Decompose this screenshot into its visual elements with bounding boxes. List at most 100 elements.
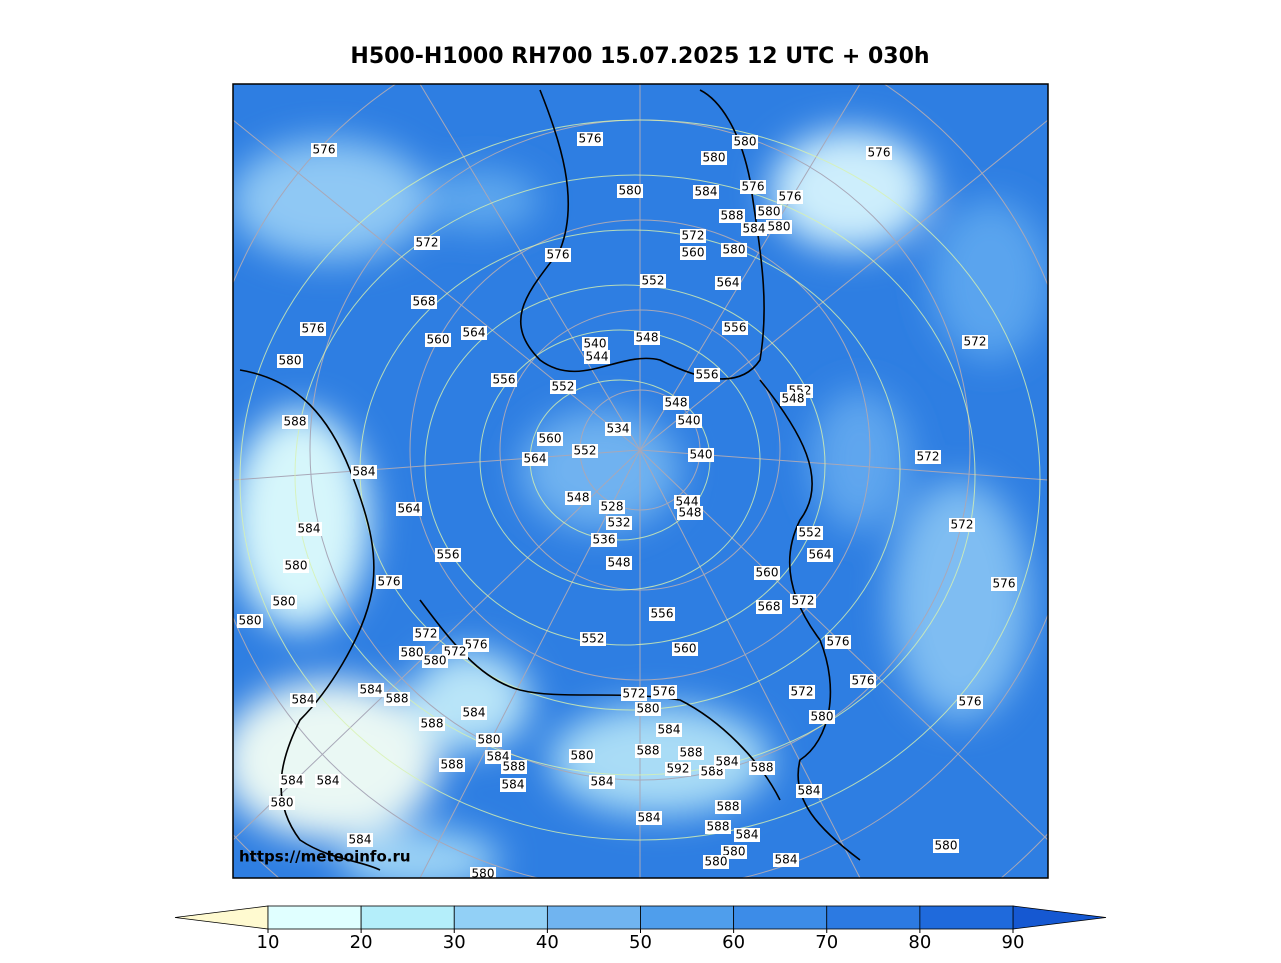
contour-label: 580 bbox=[768, 220, 791, 234]
contour-label: 584 bbox=[463, 706, 486, 720]
contour-label-box bbox=[722, 321, 748, 335]
contour-label: 580 bbox=[703, 151, 726, 165]
colorbar-tick-label: 30 bbox=[443, 932, 466, 953]
contour-label: 580 bbox=[571, 749, 594, 763]
contour-label-box bbox=[501, 760, 527, 774]
colorbar: 10 20 30 40 50 60 70 80 90 bbox=[174, 905, 1107, 953]
contour-label-box bbox=[809, 710, 835, 724]
contour-label-box bbox=[807, 548, 833, 562]
contour-label: 572 bbox=[792, 594, 815, 608]
colorbar-box bbox=[919, 905, 1014, 930]
contour-label: 576 bbox=[868, 146, 891, 160]
contour-label: 580 bbox=[239, 614, 262, 628]
contour-label-box bbox=[617, 184, 643, 198]
contour-label: 552 bbox=[642, 274, 665, 288]
contour-label-box bbox=[790, 594, 816, 608]
contour-label: 584 bbox=[281, 774, 304, 788]
contour-label-box bbox=[414, 236, 440, 250]
contour-label-box bbox=[721, 243, 747, 257]
contour-label: 584 bbox=[349, 833, 372, 847]
contour-label-box bbox=[271, 595, 297, 609]
contour-label-box bbox=[780, 392, 806, 406]
contour-label-box bbox=[754, 566, 780, 580]
colorbar-box bbox=[640, 905, 735, 930]
contour-label: 576 bbox=[959, 695, 982, 709]
contour-label: 572 bbox=[917, 450, 940, 464]
contour-label-box bbox=[425, 333, 451, 347]
contour-label: 580 bbox=[279, 354, 302, 368]
contour-label-box bbox=[413, 627, 439, 641]
contour-label: 588 bbox=[503, 760, 526, 774]
contour-label-box bbox=[714, 755, 740, 769]
colorbar-tick-label: 80 bbox=[908, 932, 931, 953]
contour-label-box bbox=[773, 853, 799, 867]
contour-label-box bbox=[789, 685, 815, 699]
contour-label-box bbox=[399, 646, 425, 660]
contour-label-box bbox=[461, 326, 487, 340]
contour-label: 556 bbox=[651, 607, 674, 621]
contour-label: 580 bbox=[637, 702, 660, 716]
contour-label-box bbox=[419, 717, 445, 731]
contour-label: 584 bbox=[292, 693, 315, 707]
contour-label-box bbox=[279, 774, 305, 788]
contour-label: 576 bbox=[465, 638, 488, 652]
contour-label-box bbox=[665, 762, 691, 776]
contour-label: 548 bbox=[567, 491, 590, 505]
contour-label: 544 bbox=[676, 495, 699, 509]
contour-label-box bbox=[825, 635, 851, 649]
contour-label: 580 bbox=[723, 243, 746, 257]
contour-label-box bbox=[634, 331, 660, 345]
contour-label: 548 bbox=[636, 331, 659, 345]
contour-label-box bbox=[957, 695, 983, 709]
contour-label-box bbox=[756, 205, 782, 219]
contour-label: 540 bbox=[678, 414, 701, 428]
contour-label: 584 bbox=[638, 811, 661, 825]
colorbar-tick-label: 90 bbox=[1002, 932, 1025, 953]
map-title: H500-H1000 RH700 15.07.2025 12 UTC + 030… bbox=[350, 44, 929, 69]
contour-label: 536 bbox=[593, 533, 616, 547]
colorbar-tick-label: 50 bbox=[629, 932, 652, 953]
contour-label-box bbox=[693, 185, 719, 199]
contour-label-box bbox=[680, 246, 706, 260]
contour-label: 584 bbox=[298, 522, 321, 536]
contour-label: 556 bbox=[493, 373, 516, 387]
contour-label: 580 bbox=[935, 839, 958, 853]
colorbar-box bbox=[453, 905, 548, 930]
contour-label: 584 bbox=[695, 185, 718, 199]
contour-label: 580 bbox=[619, 184, 642, 198]
contour-label: 588 bbox=[386, 692, 409, 706]
contour-label: 580 bbox=[705, 855, 728, 869]
contour-label: 572 bbox=[791, 685, 814, 699]
contour-label: 528 bbox=[601, 500, 624, 514]
contour-label: 572 bbox=[623, 687, 646, 701]
contour-label-box bbox=[282, 415, 308, 429]
contour-label-box bbox=[599, 500, 625, 514]
contour-label-box bbox=[606, 516, 632, 530]
contour-label: 552 bbox=[799, 526, 822, 540]
contour-label: 560 bbox=[756, 566, 779, 580]
contour-label: 576 bbox=[827, 635, 850, 649]
contour-label: 564 bbox=[398, 502, 421, 516]
contour-label: 564 bbox=[809, 548, 832, 562]
contour-label-box bbox=[572, 444, 598, 458]
contour-label-box bbox=[591, 533, 617, 547]
colorbar-tick-label: 10 bbox=[257, 932, 280, 953]
contour-label: 552 bbox=[574, 444, 597, 458]
contour-label: 560 bbox=[682, 246, 705, 260]
contour-label-box bbox=[636, 811, 662, 825]
contour-label-box bbox=[678, 746, 704, 760]
contour-label: 576 bbox=[742, 180, 765, 194]
contour-label-box bbox=[300, 322, 326, 336]
contour-label-box bbox=[741, 222, 767, 236]
contour-label: 564 bbox=[524, 452, 547, 466]
contour-label: 580 bbox=[758, 205, 781, 219]
contour-label-box bbox=[537, 432, 563, 446]
contour-label: 580 bbox=[285, 559, 308, 573]
contour-label: 552 bbox=[582, 632, 605, 646]
contour-label: 556 bbox=[724, 321, 747, 335]
contour-label-box bbox=[719, 209, 745, 223]
contour-label: 564 bbox=[463, 326, 486, 340]
contour-label: 580 bbox=[478, 733, 501, 747]
contour-label-box bbox=[442, 645, 468, 659]
